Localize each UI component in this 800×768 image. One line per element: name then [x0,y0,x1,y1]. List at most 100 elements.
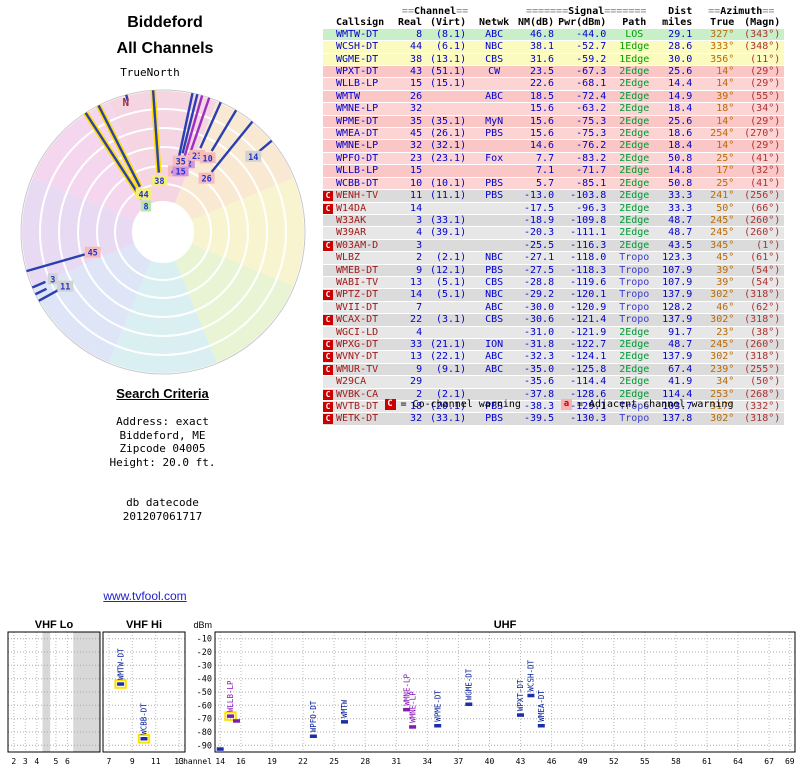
co-channel-warning-badge: C [323,191,333,202]
col-nm: NM(dB) [517,17,555,29]
warning-legend: C = Co-channel warning a = Adjacent chann… [323,399,795,410]
col-true: True [710,17,735,29]
signal-bar [341,720,348,724]
table-row: C WPTZ-DT 14 (5.1) NBC -29.2 -120.1 Tropo 137.9 3… [323,288,785,302]
channel-tick-label: 25 [329,757,339,766]
signal-bar-label: WCBB-DT [140,703,149,735]
table-row: W29CA 29 -35.6 -114.4 2Edge 41.9 34° (50°) [323,375,785,389]
table-row: W33AK 3 (33.1) -18.9 -109.8 2Edge 48.7 245° (260… [323,214,785,228]
radar-orientation-label: TrueNorth [120,66,180,79]
signal-bar [227,714,234,718]
radar-spoke [125,94,129,101]
channel-tick-label: 69 [785,757,795,766]
tvfool-link-wrap: www.tvfool.com [45,589,245,603]
radar-spoke-label: 11 [60,283,70,293]
radar-spoke-label: 45 [88,249,98,259]
dbm-tick-label: -30 [197,661,212,671]
table-row: C WVTB-DT 18 (20.1) PBS -38.3 -129.1 Tropo 103.7… [323,400,785,414]
signal-bar-label: WMNE-LP [402,674,411,706]
radar-wheel-sector [163,177,305,287]
table-row: C WENH-TV 11 (11.1) PBS -13.0 -103.8 2Edge 33.3 2… [323,189,785,203]
channel-group-header: ==Channel== [401,6,469,17]
radar-spoke-label: 23 [192,152,202,162]
radar-spoke-label-b [199,152,216,164]
table-column-header-row: Callsign Real (Virt) Netwk NM(dB) Pwr(dB… [323,17,784,28]
table-row: WABI-TV 13 (5.1) CBS -28.8 -119.6 Tropo 107.9 39… [323,276,785,290]
dbm-tick-label: -20 [197,648,212,658]
channel-tick-label: 3 [23,757,28,766]
co-channel-warning-badge: C [323,290,333,301]
channel-tick-label: 40 [485,757,495,766]
col-magn: (Magn) [744,17,781,29]
table-row: WPME-DT 35 (35.1) MyN 15.6 -75.3 2Edge 25.6 14°(… [323,115,785,129]
dbm-tick-label: -70 [197,715,212,725]
radar-outer-border [20,89,306,375]
col-path: Path [622,17,647,29]
table-row: C WETK-DT 32 (33.1) PBS -39.5 -130.3 Tropo 137.8… [323,412,785,426]
radar-ring [39,108,287,356]
radar-spoke-label-b [135,188,152,200]
signal-bar-label: WCSH-DT [527,660,536,692]
radar-title-line2: All Channels [116,40,214,57]
radar-ring [58,127,268,337]
search-criteria-line [45,483,280,497]
radar-spoke-label-b [151,175,168,187]
dbm-tick-label: -60 [197,701,212,711]
signal-bar-label: WMEA-DT [537,690,546,722]
col-pwr: Pwr(dBm) [558,17,607,29]
radar-spoke-label-b [47,273,58,285]
co-channel-warning-badge: C [323,339,333,350]
dbm-tick-label: -40 [197,675,212,685]
channel-tick-label: 46 [547,757,557,766]
channel-tick-label: 14 [215,757,225,766]
co-channel-warning-badge: C [323,389,333,400]
radar-spoke [199,101,222,149]
signal-bar [537,724,545,728]
signal-bar [409,725,417,729]
channel-tick-label: 58 [671,757,681,766]
channel-tick-label: 7 [106,757,111,766]
search-criteria-heading: Search Criteria [116,386,209,401]
legend-chip: a [560,399,572,410]
radar-title-line1: Biddeford [127,14,203,31]
radar-plot: 84438431526323545231011143N [20,89,306,375]
search-criteria-line: Address: exact [116,415,209,428]
channel-tick-label: 43 [516,757,526,766]
radar-spoke-label: 26 [201,175,211,185]
dbm-tick-label: -50 [197,688,212,698]
table-row: WPFO-DT 23 (23.1) Fox 7.7 -83.2 2Edge 50.8 25° (4… [323,152,785,166]
signal-bar [309,734,317,738]
signal-bar [216,747,224,751]
search-criteria: Search Criteria Address: exact Biddeford,… [45,386,280,523]
table-row: WMTW 26 ABC 18.5 -72.4 2Edge 14.9 39° (55°) [323,90,785,104]
radar-title: Biddeford All Channels [55,10,275,62]
table-row: WMEB-DT 9 (12.1) PBS -27.5 -118.3 Tropo 107.9 39… [323,264,785,277]
co-channel-warning-badge: C [323,414,333,425]
channel-axis-title: Channel [178,757,212,766]
signal-bar-label: WPME-DT [433,690,442,722]
radar-wheel-sector [21,177,164,287]
radar-spoke-label: 14 [248,153,258,163]
table-row: WGME-DT 38 (13.1) CBS 31.6 -59.2 1Edge 30.0 356°… [323,53,785,67]
radar-spoke [151,90,161,173]
channel-tick-label: 31 [391,757,401,766]
channel-table-body: WMTW-DT 8 (8.1) ABC 46.8 -44.0 LOS 29.1 327° (343… [323,28,785,426]
signal-bar-highlight [224,711,237,721]
radar-spoke-label-b [84,246,101,258]
channel-tick-label: 5 [53,757,58,766]
radar-spoke [181,93,199,154]
north-marker: N [122,96,129,109]
channel-tick-label: 67 [764,757,774,766]
tvfool-link[interactable]: www.tvfool.com [103,589,187,603]
channel-tick-label: 4 [34,757,39,766]
radar-spoke-label: 8 [144,203,149,213]
radar-spoke [210,120,254,173]
table-row: WMTW-DT 8 (8.1) ABC 46.8 -44.0 LOS 29.1 327° (343… [323,28,785,42]
table-row: C WPXG-DT 33 (21.1) ION -31.8 -122.7 2Edge 48.7 2… [323,338,785,352]
signal-bar [117,682,125,686]
band-panel-border [102,631,186,753]
radar-wheel-sector [31,100,163,232]
band-panel-border [214,631,796,753]
channel-tick-label: 34 [422,757,432,766]
